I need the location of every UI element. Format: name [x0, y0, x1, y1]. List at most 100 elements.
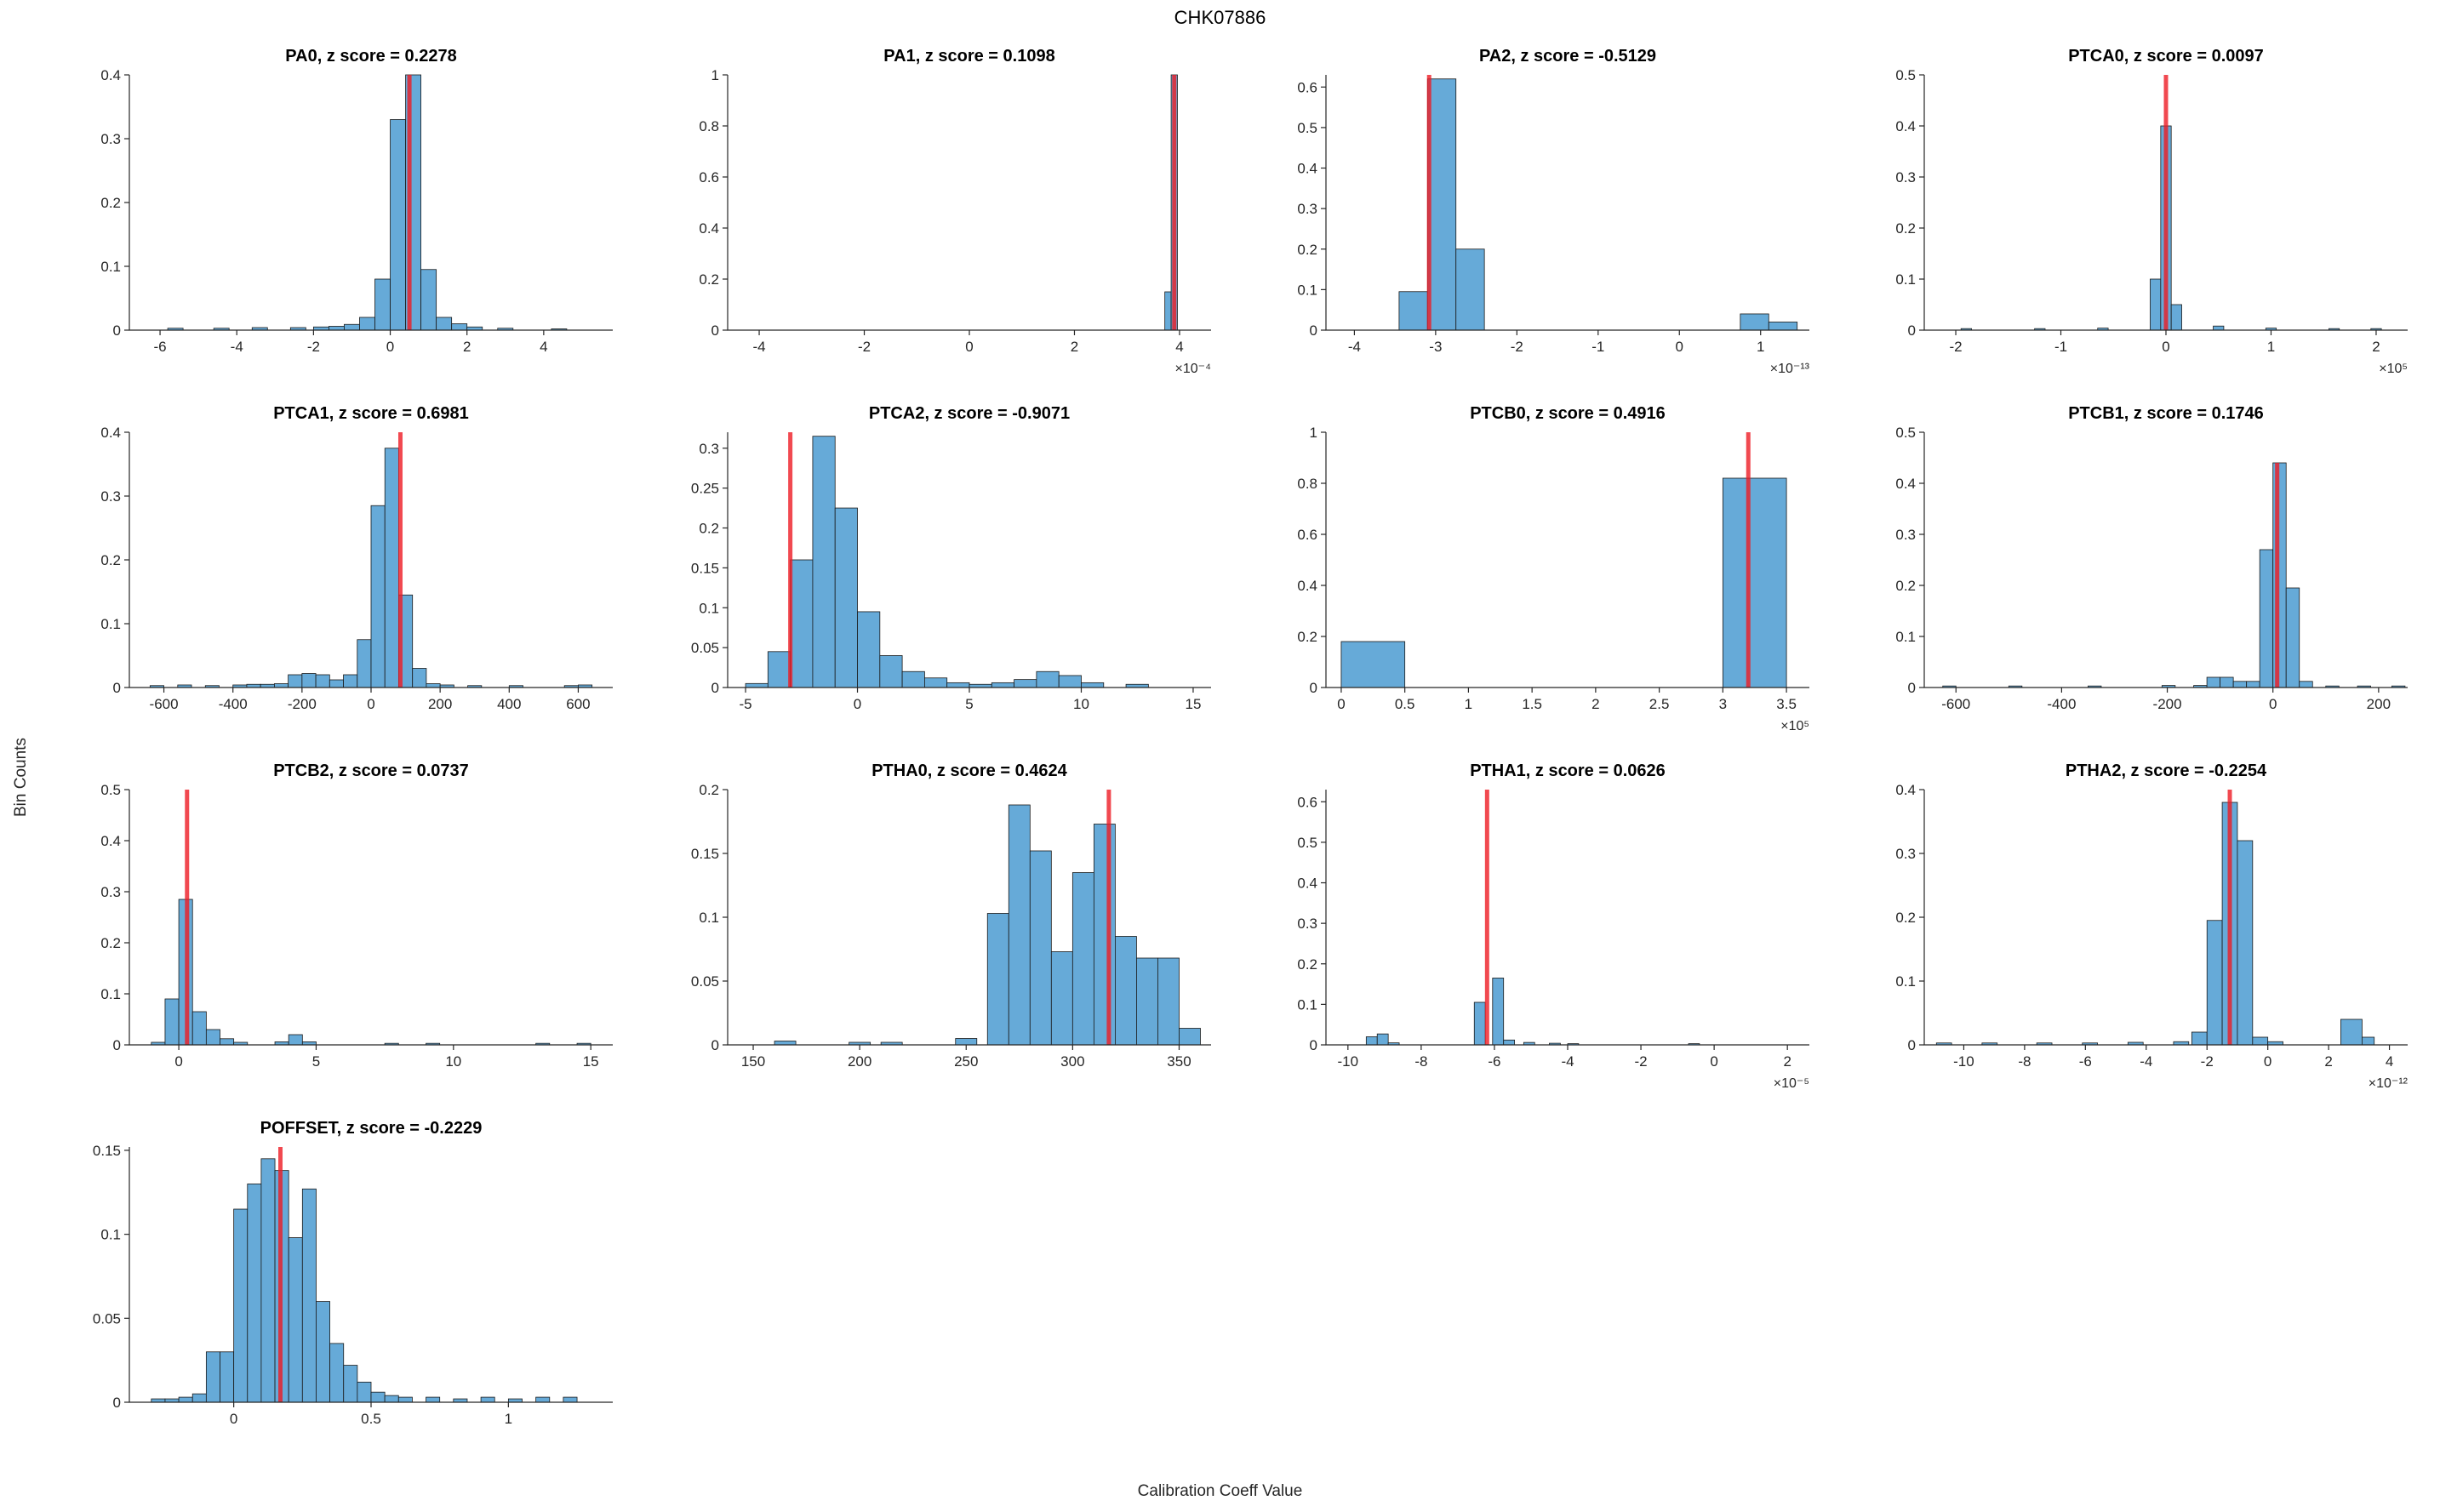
hist-bar: [343, 674, 358, 688]
svg-text:-6: -6: [153, 339, 166, 355]
svg-text:0.4: 0.4: [699, 220, 719, 237]
hist-bar: [329, 1343, 345, 1403]
svg-text:0.5: 0.5: [100, 782, 121, 798]
svg-text:2: 2: [2324, 1053, 2332, 1070]
hist-bar: [247, 1184, 262, 1403]
svg-text:0.2: 0.2: [699, 782, 719, 798]
svg-text:0: 0: [1908, 680, 1916, 696]
zscore-marker: [1746, 432, 1751, 688]
charts-grid: -6 -4 -2 0 2 4 0 0.1 0.2 0.3 0.4 PA0, z score = 0.2…: [44, 36, 2437, 1465]
hist-bar: [745, 682, 769, 688]
subplot-title: PTHA1, z score = 0.0626: [1470, 762, 1666, 780]
hist-bar: [1376, 1033, 1389, 1046]
svg-text:1.5: 1.5: [1522, 696, 1542, 712]
hist-bar: [767, 651, 791, 688]
histogram-ptha0: 150 200 250 300 350 0 0.05 0.1 0.15 0.2 PTHA0, z s…: [691, 762, 1211, 1070]
svg-text:0.3: 0.3: [1895, 527, 1916, 543]
hist-bar: [2232, 681, 2248, 688]
svg-text:0: 0: [2162, 339, 2169, 355]
hist-bar: [273, 683, 289, 688]
svg-text:-8: -8: [2018, 1053, 2031, 1070]
hist-bar: [1058, 675, 1082, 688]
svg-text:0: 0: [2269, 696, 2277, 712]
hist-bar: [1768, 322, 1798, 331]
y-ticks: 0 0.1 0.2 0.3 0.4 0.5 0.6: [1297, 79, 1326, 339]
zscore-marker: [2163, 75, 2169, 330]
hist-bar: [2150, 278, 2162, 331]
hist-bar: [178, 1396, 193, 1403]
svg-text:0.5: 0.5: [1395, 696, 1415, 712]
histogram-ptca0: -2 -1 0 1 2 0 0.1 0.2 0.3 0.4 0.5 PTCA0, z score = …: [1895, 47, 2408, 376]
hist-bar: [774, 1041, 797, 1046]
x-ticks: -2 -1 0 1 2: [1949, 330, 2380, 355]
svg-text:0: 0: [113, 322, 121, 339]
svg-text:0.4: 0.4: [1895, 782, 1916, 798]
svg-text:-200: -200: [2153, 696, 2182, 712]
svg-text:0.25: 0.25: [691, 481, 719, 497]
hist-bar: [1179, 1028, 1201, 1046]
svg-text:0.3: 0.3: [1297, 916, 1317, 932]
hist-bar: [1071, 872, 1094, 1046]
svg-text:-200: -200: [288, 696, 317, 712]
subplot-title: PTCA2, z score = -0.9071: [869, 404, 1070, 423]
subplot-title: PA2, z score = -0.5129: [1479, 47, 1656, 66]
x-ticks: -600 -400 -200 0 200: [1941, 688, 2391, 712]
svg-text:-2: -2: [1511, 339, 1523, 355]
hist-bar: [1455, 248, 1485, 331]
svg-text:0: 0: [174, 1053, 182, 1070]
svg-text:-1: -1: [2054, 339, 2067, 355]
y-ticks: 0 0.1 0.2 0.3 0.4 0.5: [100, 782, 129, 1053]
hist-bar: [220, 1038, 235, 1046]
svg-text:0.2: 0.2: [1297, 629, 1317, 645]
zscore-marker: [185, 790, 190, 1045]
svg-text:-1: -1: [1591, 339, 1604, 355]
svg-text:0.6: 0.6: [1297, 794, 1317, 810]
svg-text:0.4: 0.4: [1297, 578, 1317, 594]
hist-bar: [384, 1395, 399, 1403]
svg-text:-2: -2: [2201, 1053, 2214, 1070]
svg-text:0.15: 0.15: [691, 846, 719, 862]
x-exponent-label: ×10⁻¹²: [2369, 1076, 2409, 1091]
hist-bar: [2213, 325, 2225, 331]
svg-text:0.15: 0.15: [93, 1143, 121, 1159]
svg-text:0.3: 0.3: [699, 441, 719, 457]
svg-text:1: 1: [1310, 425, 1317, 441]
svg-text:0: 0: [113, 680, 121, 696]
y-ticks: 0 0.1 0.2 0.3 0.4 0.5 0.6: [1297, 794, 1326, 1053]
svg-text:0.1: 0.1: [100, 259, 121, 275]
hist-bar: [834, 507, 858, 688]
zscore-marker: [1106, 790, 1111, 1045]
hist-bar: [359, 317, 375, 331]
svg-text:0: 0: [711, 1037, 719, 1053]
svg-text:0.5: 0.5: [361, 1411, 381, 1427]
hist-bar: [1050, 951, 1073, 1046]
svg-text:0.2: 0.2: [100, 935, 121, 951]
svg-text:-3: -3: [1429, 339, 1442, 355]
zscore-marker: [788, 432, 793, 688]
y-axis-label: Bin Counts: [12, 738, 30, 817]
hist-bar: [357, 1381, 372, 1403]
hist-bar: [1492, 978, 1505, 1046]
svg-text:1: 1: [711, 67, 719, 83]
axes: [1325, 75, 1809, 331]
hist-bar: [2299, 681, 2313, 688]
svg-text:-2: -2: [307, 339, 320, 355]
hist-bar: [1115, 936, 1137, 1046]
svg-text:15: 15: [1185, 696, 1201, 712]
svg-text:0: 0: [1337, 696, 1345, 712]
svg-text:1: 1: [505, 1411, 512, 1427]
svg-text:0.1: 0.1: [100, 986, 121, 1002]
hist-bar: [220, 1351, 235, 1403]
y-ticks: 0 0.1 0.2 0.3 0.4 0.5: [1895, 425, 1924, 696]
svg-text:-4: -4: [2140, 1053, 2152, 1070]
svg-text:0: 0: [854, 696, 861, 712]
x-ticks: -5 0 5 10 15: [739, 688, 1201, 712]
svg-text:0.4: 0.4: [1895, 118, 1916, 134]
hist-bar: [426, 1396, 441, 1403]
hist-bar: [2206, 676, 2221, 688]
hist-bar: [288, 674, 303, 688]
svg-text:0: 0: [386, 339, 394, 355]
svg-text:-2: -2: [1949, 339, 1962, 355]
svg-text:0.1: 0.1: [1895, 629, 1916, 645]
hist-bar: [2285, 587, 2300, 688]
